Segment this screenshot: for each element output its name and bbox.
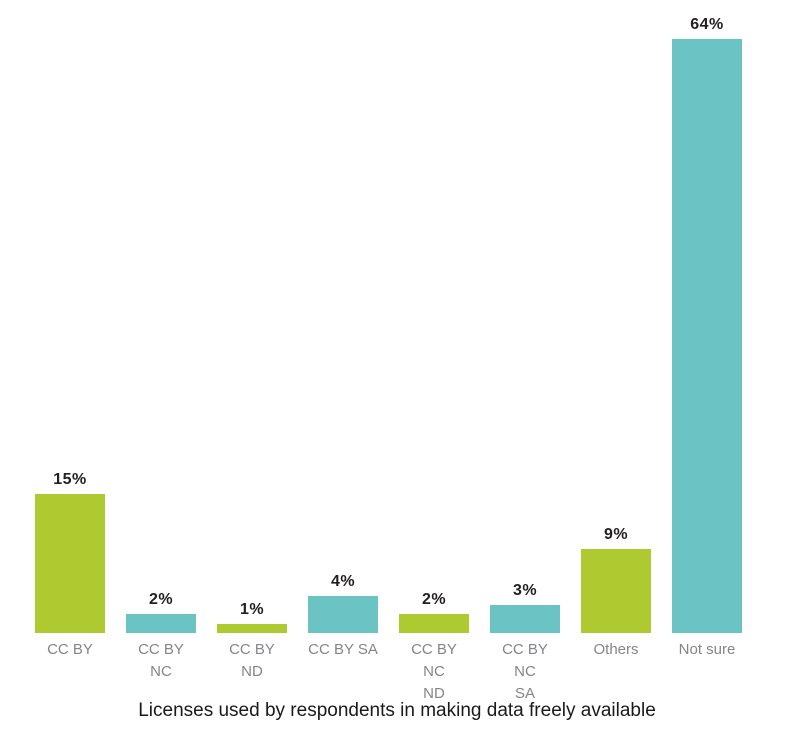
x-axis-label: CC BY xyxy=(47,641,93,658)
bar-value-label: 1% xyxy=(239,601,265,618)
bar-value-label: 2% xyxy=(421,591,447,608)
x-axis-label: Others xyxy=(593,641,639,658)
x-axis-label: CC BY SA xyxy=(308,641,378,658)
bar-column: 64% xyxy=(672,16,742,633)
bar-value-label: 64% xyxy=(690,16,724,33)
bar-column: 2% xyxy=(126,591,196,633)
bar xyxy=(581,549,651,633)
bar-value-label: 4% xyxy=(330,573,356,590)
bar xyxy=(126,614,196,633)
x-axis-label: CC BY NC xyxy=(138,641,184,680)
bar xyxy=(672,39,742,633)
bar-value-label: 3% xyxy=(512,582,538,599)
bar-column: 2% xyxy=(399,591,469,633)
chart-title: Licenses used by respondents in making d… xyxy=(138,700,656,721)
bar-value-label: 2% xyxy=(148,591,174,608)
x-axis-label: CC BY NC SA xyxy=(502,641,548,702)
x-axis-label: CC BY NC ND xyxy=(411,641,457,702)
bar-value-label: 15% xyxy=(53,471,87,488)
bar xyxy=(490,605,560,633)
bar xyxy=(308,596,378,633)
bar-column: 3% xyxy=(490,582,560,633)
bar xyxy=(217,624,287,633)
bars-area: 15% 2% 1% 4% 2% 3% 9% 64% xyxy=(35,0,742,633)
x-axis-labels: CC BY CC BY NC CC BY ND CC BY SA CC BY NC ND… xyxy=(35,639,742,705)
bar-column: 1% xyxy=(217,601,287,633)
bar xyxy=(399,614,469,633)
bar-value-label: 9% xyxy=(603,526,629,543)
bar-column: 9% xyxy=(581,526,651,633)
bar-column: 15% xyxy=(35,471,105,633)
x-axis-label: Not sure xyxy=(678,641,736,658)
bar xyxy=(35,494,105,633)
x-axis-label: CC BY ND xyxy=(229,641,275,680)
bar-column: 4% xyxy=(308,573,378,633)
